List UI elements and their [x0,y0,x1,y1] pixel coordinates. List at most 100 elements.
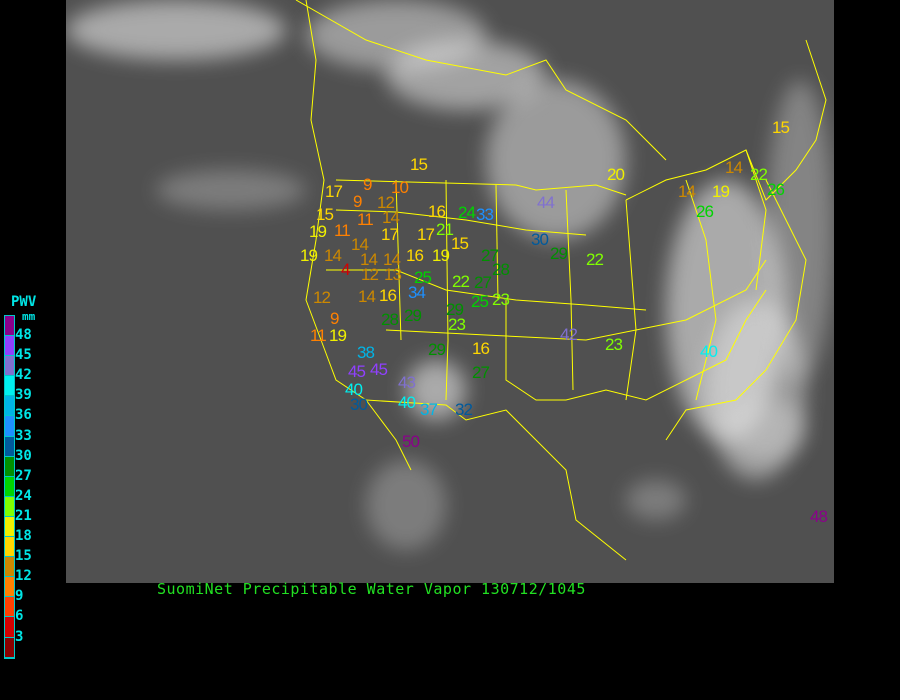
legend-color-bin [5,476,14,497]
legend-color-bin [5,336,14,357]
legend-color-bin [5,617,14,638]
station-pwv-value: 15 [410,155,428,174]
station-pwv-value: 45 [348,362,366,381]
satellite-map: 15 9 10 17 9 12 14 16 24 33 44 15 11 19 11 17 17 21 30 29 14… [66,0,834,583]
station-pwv-value: 14 [725,158,743,177]
station-pwv-value: 40 [398,393,416,412]
legend-color-bin [5,416,14,437]
station-pwv-value: 42 [560,325,578,344]
station-pwv-value: 21 [436,220,454,239]
legend-color-bin [5,557,14,578]
legend-color-bin [5,396,14,417]
legend-color-bin [5,537,14,558]
legend-tick: 18 [15,528,32,544]
station-pwv-value: 9 [353,192,363,211]
station-pwv-value: 34 [408,283,426,302]
legend-tick: 15 [15,548,32,565]
station-pwv-value: 23 [492,290,510,309]
station-pwv-value: 33 [476,205,494,224]
legend-color-bin [5,456,14,477]
legend-tick: 48 [15,327,32,343]
station-pwv-value: 15 [316,205,334,224]
station-pwv-value: 17 [325,182,343,201]
political-borders [295,0,827,561]
legend-color-bin [5,577,14,598]
legend-tick: 12 [15,568,32,585]
legend-tick: 42 [15,367,32,384]
station-pwv-value: 19 [309,222,327,241]
color-scale-bar [4,315,15,659]
station-pwv-value: 27 [474,273,492,292]
legend-color-bin [5,496,14,517]
legend-color-bin [5,356,14,377]
station-pwv-value: 19 [300,246,318,265]
station-pwv-value: 40 [700,342,718,361]
legend-tick: 24 [15,487,32,504]
station-pwv-value: 11 [357,210,374,229]
station-pwv-value: 14 [358,287,376,306]
legend-title: PWV [11,294,37,310]
station-pwv-value: 25 [471,292,489,311]
station-pwv-value: 32 [455,400,473,419]
station-pwv-value: 26 [696,202,714,221]
station-pwv-value: 19 [329,326,347,345]
station-pwv-value: 27 [481,246,499,265]
station-pwv-value: 11 [310,326,327,345]
station-pwv-value: 19 [712,182,730,201]
station-pwv-value: 19 [432,246,450,265]
legend-tick: 6 [15,608,24,625]
legend-tick: 27 [15,467,32,484]
cloud [366,460,446,550]
station-pwv-value: 30 [531,230,549,249]
legend-color-bin [5,597,14,618]
cloud [726,400,806,460]
station-pwv-value: 17 [417,225,435,244]
station-pwv-value: 17 [381,225,399,244]
station-pwv-value: 38 [357,343,375,362]
legend-unit: mm [22,310,36,323]
station-pwv-value: 50 [402,432,420,451]
station-pwv-value: 23 [605,335,623,354]
station-pwv-value: 24 [458,203,476,222]
station-pwv-value: 9 [330,309,340,328]
cloud [156,170,306,210]
station-pwv-value: 15 [772,118,790,137]
station-pwv-value: 40 [345,380,363,399]
station-pwv-value: 16 [379,286,397,305]
legend-tick: 39 [15,387,32,404]
cloud [626,480,686,520]
station-pwv-value: 12 [377,193,395,212]
legend-color-bin [5,376,14,397]
cloud [406,360,466,420]
station-pwv-value: 14 [678,182,696,201]
station-pwv-value: 4 [341,260,351,279]
station-pwv-value: 14 [351,235,369,254]
map-title: SuomiNet Precipitable Water Vapor 130712… [157,580,586,598]
station-pwv-value: 15 [451,234,469,253]
station-pwv-value: 30 [350,395,368,414]
station-pwv-value: 27 [472,363,490,382]
station-pwv-value: 44 [537,193,555,212]
station-pwv-value: 20 [607,165,625,184]
station-pwv-value: 29 [446,300,464,319]
station-pwv-value: 23 [448,315,466,334]
station-pwv-value: 11 [334,221,351,240]
legend-tick: 9 [15,588,24,605]
station-pwv-value: 16 [406,246,424,265]
station-pwv-value: 29 [428,340,446,359]
station-pwv-value: 12 [313,288,331,307]
station-pwv-value: 22 [750,165,768,184]
station-pwv-value: 28 [492,260,510,279]
legend-tick: 33 [15,427,32,444]
legend-tick: 45 [15,347,32,364]
legend-color-bin [5,436,14,457]
legend-tick: 30 [15,447,32,464]
station-pwv-value: 16 [428,202,446,221]
legend-color-bin [5,637,14,658]
station-pwv-value: 22 [586,250,604,269]
legend-color-bin [5,516,14,538]
cloud [706,300,806,480]
station-pwv-value: 25 [414,268,432,287]
cloud [66,0,286,60]
station-pwv-value: 22 [452,272,470,291]
